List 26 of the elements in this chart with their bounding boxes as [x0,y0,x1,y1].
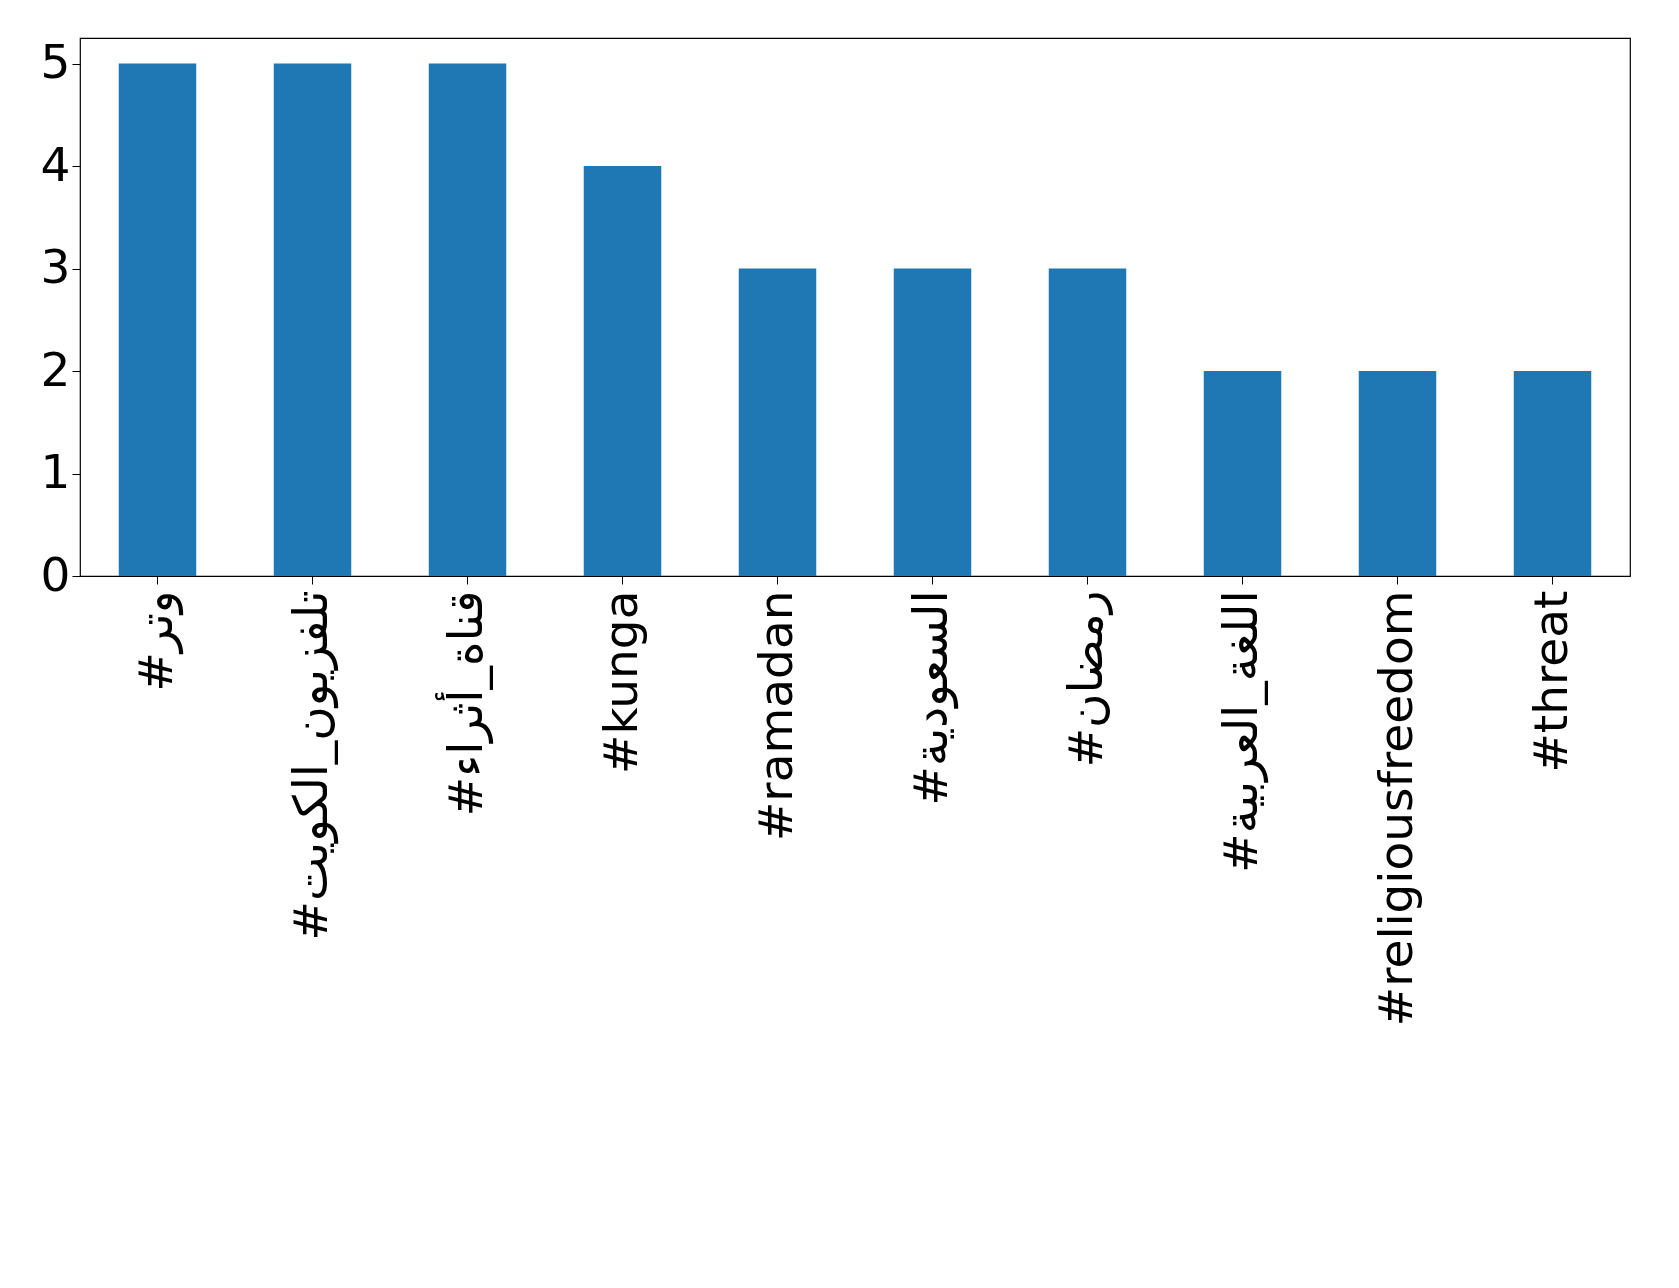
x-tick-label: #تلفزيون_الكويت [282,590,339,941]
x-tick-label: #قناة_أثراء [434,590,494,817]
x-tick-label: #threat [1522,590,1578,773]
bar [1048,268,1127,576]
x-tick-label: #اللغة_العربية [1212,590,1269,873]
bar [738,268,817,576]
bar [273,63,352,576]
y-tick-label: 4 [40,136,71,192]
bar [428,63,507,576]
x-tick-label: #ramadan [747,590,803,842]
y-tick-label: 3 [40,239,71,295]
y-tick-label: 2 [40,341,71,397]
bar [1513,371,1592,576]
x-tick-label: #kunga [592,590,648,774]
x-tick-label: #religiousfreedom [1367,590,1423,1027]
bar [1203,371,1282,576]
x-tick-label: #وتر [127,590,184,692]
y-tick-label: 5 [40,34,71,90]
bar [1358,371,1437,576]
x-tick-label: #السعودية [902,590,959,806]
bar [118,63,197,576]
bar [583,166,662,576]
x-tick-label: #رمضان [1057,590,1113,768]
bar [893,268,972,576]
y-tick-label: 1 [40,444,71,500]
y-tick-label: 0 [40,546,71,602]
